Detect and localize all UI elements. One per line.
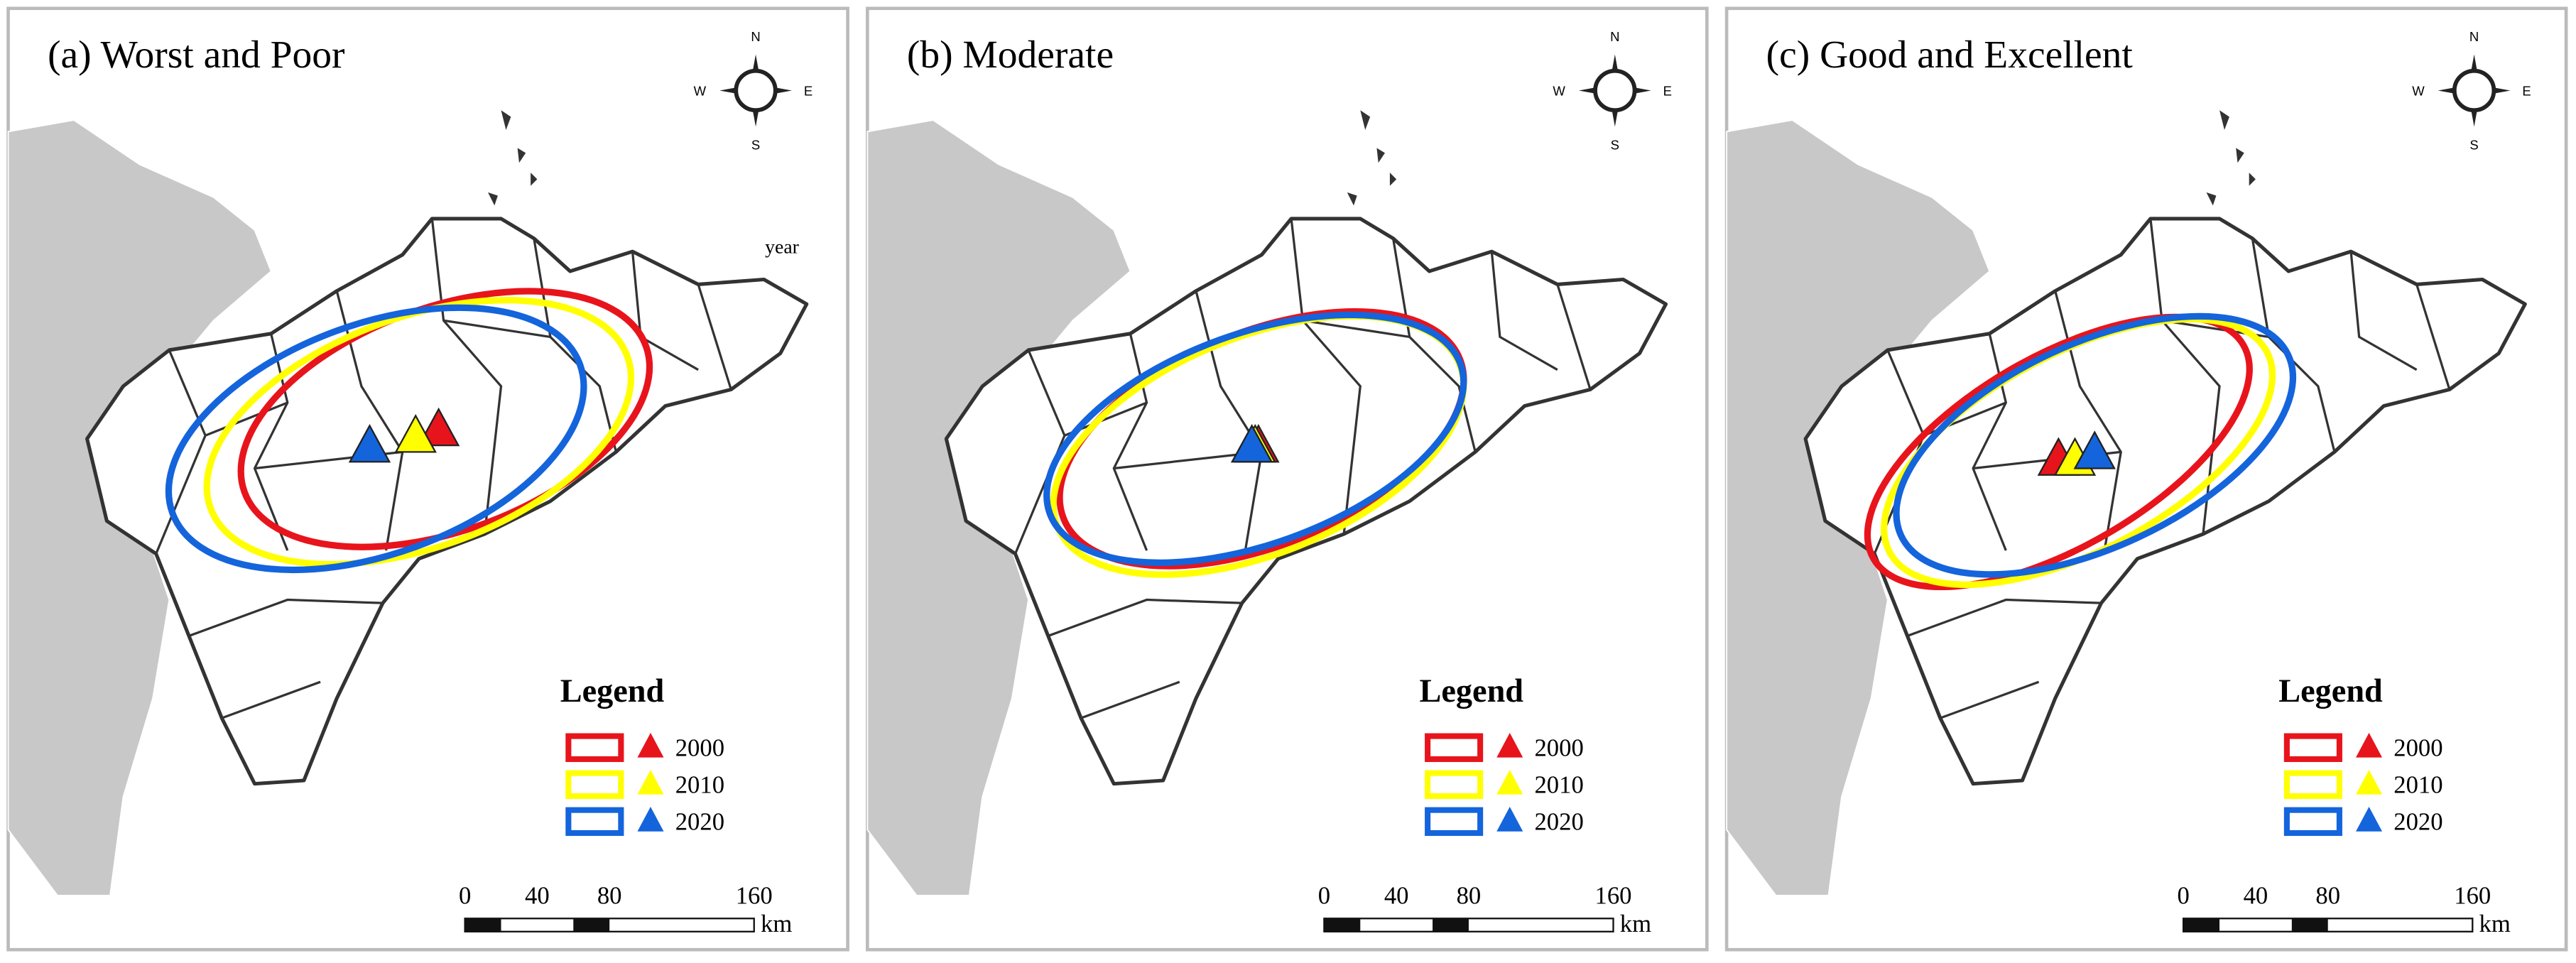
scale-tick-label: 0 — [459, 881, 471, 909]
compass-s: S — [1611, 138, 1619, 153]
scale-tick-label: 160 — [2454, 881, 2491, 909]
legend-label: 2010 — [675, 771, 724, 798]
legend-triangle — [1496, 732, 1523, 758]
legend-triangle — [637, 732, 664, 758]
compass-n: N — [2469, 29, 2479, 44]
legend-triangle — [2356, 769, 2383, 795]
compass-w: W — [2412, 83, 2425, 98]
scale-tick-label: 80 — [1457, 881, 1482, 909]
scale-tick-label: 0 — [1318, 881, 1330, 909]
scale-bar-seg — [2291, 918, 2328, 932]
legend-triangle — [1496, 769, 1523, 795]
sde-ellipse — [1043, 311, 1467, 566]
scale-unit: km — [2479, 910, 2511, 937]
scale-bar-seg — [464, 918, 501, 932]
sde-ellipse — [1893, 312, 2297, 578]
compass-s: S — [751, 138, 760, 153]
legend-swatch — [2283, 733, 2342, 762]
sde-ellipse — [1864, 313, 2253, 591]
legend-swatch — [1425, 733, 1484, 762]
legend-triangle — [2356, 732, 2383, 758]
panel: (c) Good and Excellent N S W E Legend 2000 2010… — [1727, 6, 2568, 952]
legend-triangle — [1496, 807, 1523, 832]
legend-triangle — [637, 807, 664, 832]
scale-bar-seg — [573, 918, 610, 932]
panel: (b) Moderate N S W E Legend 2000 2010 2020 0 40 80 1… — [867, 6, 1709, 952]
legend-label: 2000 — [675, 734, 724, 761]
scale-tick-label: 40 — [525, 881, 550, 909]
compass-e: E — [2522, 83, 2531, 98]
legend-title: Legend — [1420, 673, 1524, 709]
legend-swatch — [2283, 770, 2342, 800]
scale-tick-label: 40 — [2244, 881, 2268, 909]
legend-swatch — [2283, 807, 2342, 837]
legend-swatch — [565, 733, 624, 762]
legend-label: 2020 — [675, 807, 724, 835]
legend-label: 2010 — [1534, 771, 1583, 798]
scale-tick-label: 80 — [2315, 881, 2340, 909]
sde-ellipse — [165, 304, 587, 574]
legend-swatch — [565, 770, 624, 800]
centroid-marker — [348, 423, 391, 463]
compass-ring — [734, 68, 778, 113]
scale-bar-seg — [1324, 918, 1361, 932]
panel-title: (c) Good and Excellent — [1766, 33, 2134, 77]
centroid-marker — [394, 414, 437, 453]
centroid-marker — [1230, 423, 1273, 463]
compass-w: W — [694, 83, 707, 98]
legend-label: 2000 — [1534, 734, 1583, 761]
compass-s: S — [2469, 138, 2478, 153]
sde-ellipse — [203, 297, 635, 568]
compass-e: E — [804, 83, 813, 98]
scale-bar-seg — [1433, 918, 1469, 932]
legend-swatch — [565, 807, 624, 837]
centroid-marker — [2073, 430, 2116, 469]
compass-n: N — [1610, 29, 1619, 44]
scale-tick-label: 80 — [597, 881, 622, 909]
compass-e: E — [1663, 83, 1672, 98]
compass-ring — [2452, 68, 2496, 113]
scale-bar-seg — [2183, 918, 2220, 932]
legend-triangle — [637, 769, 664, 795]
legend-title: Legend — [2278, 673, 2383, 709]
panel-title: (b) Moderate — [907, 33, 1114, 77]
scale-tick-label: 40 — [1384, 881, 1409, 909]
scale-unit: km — [761, 910, 792, 937]
legend-label: 2010 — [2393, 771, 2442, 798]
legend-triangle — [2356, 807, 2383, 832]
scale-tick-label: 160 — [1594, 881, 1631, 909]
compass-n: N — [751, 29, 760, 44]
legend-swatch — [1425, 770, 1484, 800]
centroid-marker — [417, 407, 460, 447]
legend-label: 2020 — [2393, 807, 2442, 835]
legend-title: Legend — [560, 673, 665, 709]
scale-tick-label: 160 — [736, 881, 773, 909]
compass-w: W — [1553, 83, 1565, 98]
map-note: year — [765, 236, 799, 258]
scale-tick-label: 0 — [2177, 881, 2189, 909]
legend-label: 2020 — [1534, 807, 1583, 835]
legend-label: 2000 — [2393, 734, 2442, 761]
legend-swatch — [1425, 807, 1484, 837]
panel-title: (a) Worst and Poor — [48, 33, 344, 77]
scale-unit: km — [1620, 910, 1651, 937]
compass-ring — [1593, 68, 1637, 113]
